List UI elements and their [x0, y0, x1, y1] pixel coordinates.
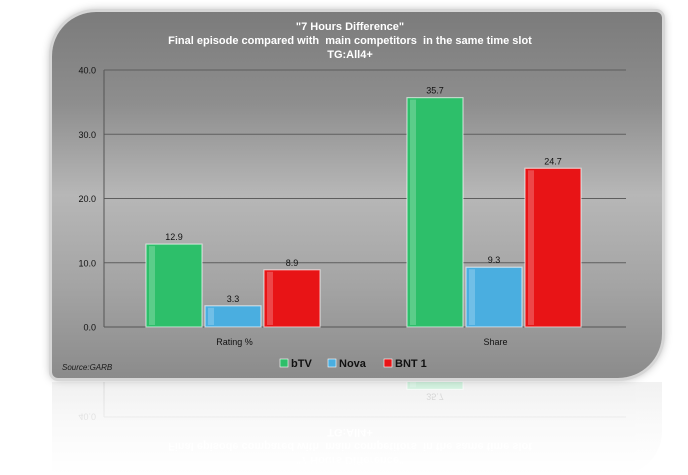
chart-title: "7 Hours Difference" — [296, 21, 404, 33]
y-tick-label: 20.0 — [78, 194, 96, 204]
data-label: 12.9 — [165, 232, 183, 242]
axes: 0.0 10.0 20.0 30.0 40.0 Rating % Share — [78, 66, 507, 348]
bar-highlight — [410, 99, 416, 325]
y-tick-label: 10.0 — [78, 258, 96, 268]
chart-panel: "7 Hours Difference" Final episode compa… — [52, 12, 662, 378]
bar — [145, 243, 203, 328]
data-label: 9.3 — [488, 255, 501, 265]
legend-swatch — [383, 358, 393, 368]
bar-chart: "7 Hours Difference" Final episode compa… — [62, 21, 626, 372]
y-tick-label: 30.0 — [78, 130, 96, 140]
reflection-fade — [52, 382, 662, 475]
y-tick-label: 0.0 — [83, 323, 96, 333]
bar-highlight — [267, 271, 273, 325]
data-label: 35.7 — [426, 86, 444, 96]
reflection: "7 Hours Difference" Final episode compa… — [52, 382, 662, 475]
data-label: 24.7 — [544, 156, 562, 166]
chart-subtitle-2: TG:All4+ — [327, 49, 373, 61]
x-tick-label: Share — [483, 337, 507, 347]
bar — [204, 305, 262, 328]
bar-highlight — [528, 170, 534, 325]
chart-subtitle: Final episode compared with main competi… — [168, 35, 532, 47]
legend: bTV Nova BNT 1 — [279, 358, 427, 370]
bar-highlight — [469, 269, 475, 325]
bar — [406, 97, 464, 328]
legend-label: Nova — [339, 358, 367, 370]
bar — [465, 266, 523, 328]
data-label: 8.9 — [286, 258, 299, 268]
bars — [145, 97, 582, 328]
legend-label: bTV — [291, 358, 312, 370]
legend-label: BNT 1 — [395, 358, 427, 370]
y-tick-label: 40.0 — [78, 66, 96, 76]
bar — [524, 167, 582, 328]
data-label: 3.3 — [227, 294, 240, 304]
legend-swatch — [279, 358, 289, 368]
x-tick-label: Rating % — [216, 337, 253, 347]
bar-highlight — [149, 246, 155, 325]
bar — [263, 269, 321, 328]
bar-highlight — [208, 307, 214, 325]
source-note: Source:GARB — [62, 363, 113, 372]
data-labels: 12.9 3.3 8.9 35.7 9.3 24.7 — [165, 86, 562, 304]
legend-swatch — [327, 358, 337, 368]
